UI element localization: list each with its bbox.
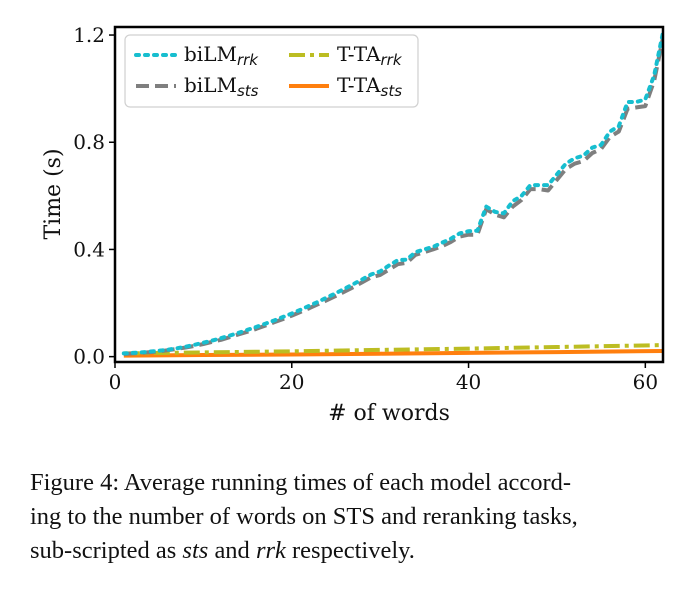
series-line-bilm-sts <box>123 37 663 356</box>
caption-line-2: ing to the number of words on STS and re… <box>30 503 578 530</box>
legend-label-tta-rrk: T-TArrk <box>337 42 403 69</box>
caption-and: and <box>208 537 256 564</box>
x-tick-label: 60 <box>633 370 658 394</box>
caption-rrk: rrk <box>255 537 286 564</box>
series-layer <box>121 30 663 358</box>
y-axis-label: Time (s) <box>41 148 66 239</box>
y-tick-label: 0.8 <box>73 130 105 154</box>
series-line-bilm-rrk <box>121 30 663 356</box>
series-line-tta-rrk <box>123 343 663 356</box>
y-tick-label: 1.2 <box>73 23 105 47</box>
x-tick-label: 40 <box>456 370 481 394</box>
caption-suffix: respectively. <box>285 537 415 564</box>
x-tick-label: 20 <box>279 370 304 394</box>
legend: biLMrrk T-TArrk biLMsts T-TAsts <box>124 34 419 108</box>
caption-sts: sts <box>182 537 209 564</box>
caption-line-3: sub-scripted as sts and rrk respectively… <box>30 534 680 568</box>
x-axis-label: # of words <box>328 401 450 426</box>
ticks-layer: 0 20 40 60 0.0 0.4 0.8 1.2 <box>73 23 658 394</box>
x-tick-label: 0 <box>109 370 122 394</box>
chart: 0 20 40 600.00.40.81.2 # of words Time (s) … <box>41 23 665 426</box>
legend-box <box>124 34 419 108</box>
figure-caption: Figure 4: Average running times of each … <box>30 466 680 568</box>
caption-prefix: sub-scripted as <box>30 537 183 564</box>
y-tick-label: 0.0 <box>73 345 105 369</box>
y-tick-label: 0.4 <box>73 237 105 261</box>
series-line-tta-sts <box>123 349 663 358</box>
caption-line-1: Figure 4: Average running times of each … <box>30 469 572 496</box>
legend-label-bilm-rrk: biLMrrk <box>184 42 259 69</box>
legend-label-tta-sts: T-TAsts <box>337 73 402 100</box>
legend-label-bilm-sts: biLMsts <box>184 73 259 100</box>
axes-frame <box>113 25 665 364</box>
